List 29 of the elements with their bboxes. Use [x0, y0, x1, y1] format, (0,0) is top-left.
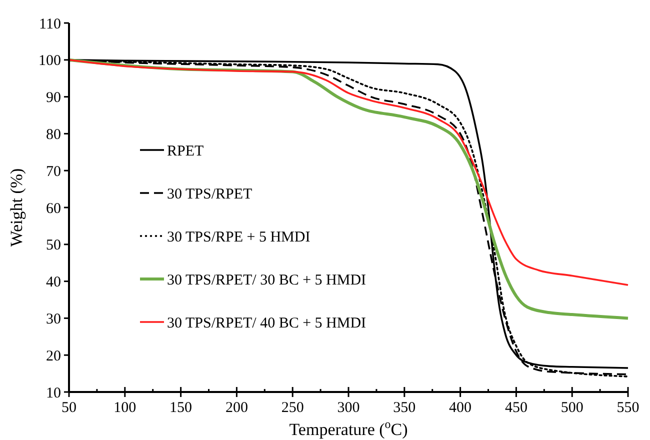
- x-tick-label: 150: [170, 400, 192, 416]
- y-tick-label: 40: [46, 274, 61, 291]
- x-tick-label: 400: [449, 400, 472, 416]
- legend-label: 30 TPS/RPET/ 30 BC + 5 HMDI: [167, 272, 366, 288]
- y-axis-title: Weight (%): [7, 168, 26, 247]
- x-tick-label: 200: [225, 400, 248, 416]
- legend-label: 30 TPS/RPE + 5 HMDI: [167, 229, 310, 246]
- y-tick-label: 30: [46, 311, 61, 328]
- x-tick-label: 50: [62, 400, 76, 416]
- x-tick-label: 300: [337, 400, 360, 416]
- x-tick-label: 350: [393, 400, 416, 416]
- y-tick-label: 60: [46, 200, 61, 217]
- y-tick-label: 10: [46, 385, 61, 402]
- y-tick-label: 90: [46, 90, 61, 106]
- x-tick-label: 450: [504, 400, 528, 416]
- legend-label: 30 TPS/RPET: [167, 186, 252, 202]
- y-tick-label: 100: [38, 53, 61, 70]
- y-tick-label: 20: [46, 348, 61, 364]
- y-tick-label: 50: [46, 238, 61, 254]
- legend-label: RPET: [167, 143, 204, 160]
- legend-label: 30 TPS/RPET/ 40 BC + 5 HMDI: [167, 315, 366, 332]
- x-tick-label: 500: [560, 400, 584, 416]
- x-tick-label: 250: [281, 400, 304, 416]
- x-tick-label: 100: [114, 400, 136, 416]
- x-tick-label: 550: [616, 400, 640, 416]
- x-axis-title: Temperature ($^{o}$C): [289, 417, 408, 439]
- y-tick-label: 80: [46, 126, 61, 143]
- y-tick-label: 70: [46, 164, 61, 180]
- y-tick-label: 110: [39, 16, 61, 32]
